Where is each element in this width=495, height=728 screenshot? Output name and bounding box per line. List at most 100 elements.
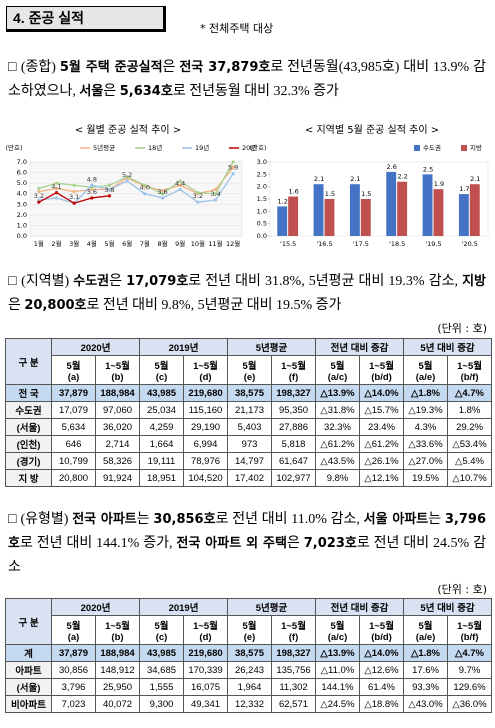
- text-run: 는: [136, 512, 154, 527]
- sub-header: 1~5월 (d): [183, 355, 228, 385]
- row-label: 아파트: [5, 661, 52, 679]
- sub-header-text: (a/e): [415, 631, 436, 643]
- cell: 6,994: [183, 435, 228, 453]
- unit: (단위 : 호): [437, 583, 487, 596]
- cell: △4.7%: [447, 384, 493, 402]
- cell: 19,111: [139, 452, 184, 470]
- text-run: 30,856호: [153, 512, 216, 527]
- data-point: [178, 187, 182, 192]
- x-tick-label: 4월: [87, 239, 97, 248]
- data-label: 4.0: [140, 184, 150, 192]
- data-label: 4.1: [51, 183, 61, 191]
- sub-header: 5월 (a/c): [315, 615, 361, 645]
- data-label: 3.4: [210, 190, 220, 198]
- y-tick-label: 2.0: [257, 183, 267, 191]
- cell: 646: [51, 435, 96, 453]
- row-label: (인천): [5, 435, 52, 453]
- cell: 58,326: [95, 452, 140, 470]
- series-line: [38, 173, 234, 204]
- cell: 5,634: [51, 418, 96, 436]
- data-row: (서울) 5,634 36,020 4,259 29,190 5,403 27,886 32.…: [5, 418, 493, 436]
- data-point: [54, 196, 59, 200]
- sub-header-text: (e): [243, 631, 256, 643]
- text-run: 로 전년 대비 9.8%, 5년평균 대비 19.5% 증가: [86, 298, 342, 313]
- sub-header-text: (a/c): [327, 371, 348, 383]
- data-point: [107, 187, 112, 192]
- x-tick-label: 7월: [140, 239, 150, 248]
- sub-header: 1~5월 (b): [95, 355, 140, 385]
- bar: [386, 171, 397, 236]
- cell: 9,300: [139, 695, 184, 713]
- cell: 19.5%: [403, 469, 449, 487]
- cell: 95,350: [270, 401, 317, 419]
- legend-swatch: [461, 145, 467, 151]
- x-tick-label: 10월: [191, 239, 205, 248]
- group-header: 2020년: [51, 598, 140, 616]
- sub-header-text: (e): [243, 371, 256, 383]
- sub-header-text: 5월: [66, 360, 81, 372]
- text-run: 7,023호: [303, 536, 357, 551]
- data-point: [213, 187, 218, 192]
- text-run: 로 전년 대비 31.8%, 5년평균 대비 19.3% 감소,: [188, 274, 463, 289]
- cell: 4.3%: [403, 418, 449, 436]
- cell: △14.0%: [359, 384, 405, 402]
- table: 구 분 2020년 2019년 5년평균 전년 대비 증감 5년 대비 증감 5월 (a) 1~…: [5, 338, 493, 487]
- x-tick-label: '18.5: [389, 240, 405, 248]
- cell: 198,327: [270, 384, 317, 402]
- cell: 5,403: [227, 418, 272, 436]
- x-tick-label: '16.5: [316, 240, 332, 248]
- row-label: 전 국: [5, 384, 52, 402]
- cell: 219,680: [183, 644, 228, 662]
- unit: (단위 : 호): [437, 322, 487, 335]
- cell: 23.4%: [359, 418, 405, 436]
- cell: 17.6%: [403, 661, 449, 679]
- y-tick-label: 6.0: [17, 169, 27, 177]
- section-title: 4. 준공 실적: [6, 6, 166, 32]
- cell: △5.4%: [447, 452, 493, 470]
- table: 구 분 2020년 2019년 5년평균 전년 대비 증감 5년 대비 증감 5월 (a) 1~…: [5, 598, 493, 713]
- cell: △12.6%: [359, 661, 405, 679]
- data-point: [231, 165, 235, 169]
- bar: [277, 206, 288, 236]
- cell: 115,160: [183, 401, 228, 419]
- sub-header: 1~5월 (f): [270, 615, 317, 645]
- sub-header: 5월 (e): [227, 355, 272, 385]
- data-point: [125, 179, 129, 183]
- sub-header-text: 5월: [242, 360, 257, 372]
- cell: 7,023: [51, 695, 96, 713]
- cell: 49,341: [183, 695, 228, 713]
- data-label: 1.7: [459, 185, 469, 193]
- data-point: [143, 192, 147, 196]
- cell: △27.0%: [403, 452, 449, 470]
- x-tick-label: 1월: [34, 239, 44, 248]
- data-row: 아파트 30,856 148,912 34,685 170,339 26,243 135,7…: [5, 661, 493, 679]
- cell: 38,575: [227, 644, 272, 662]
- cell: 129.6%: [447, 678, 493, 696]
- x-tick-label: '17.5: [353, 240, 369, 248]
- sub-header-text: (b/d): [371, 371, 392, 383]
- bar: [349, 184, 360, 236]
- cell: △4.7%: [447, 644, 493, 662]
- cell: 21,173: [227, 401, 272, 419]
- row-label: 지 방: [5, 469, 52, 487]
- cell: 43,985: [139, 384, 184, 402]
- text-run: 전국 아파트 외 주택: [176, 536, 287, 551]
- x-tick-label: '19.5: [425, 240, 441, 248]
- data-label: 3.6: [87, 188, 97, 196]
- x-tick-label: 5월: [104, 239, 114, 248]
- sub-header: 1~5월 (b): [95, 615, 140, 645]
- data-label: 3.1: [69, 193, 79, 201]
- sub-header-text: (d): [199, 371, 212, 383]
- data-point: [54, 181, 59, 185]
- cell: 198,327: [270, 644, 317, 662]
- data-point: [231, 172, 235, 176]
- series-line: [38, 161, 234, 195]
- cell: 26,243: [227, 661, 272, 679]
- data-point: [125, 175, 129, 179]
- text-run: 는: [428, 512, 445, 527]
- sub-header-text: 5월: [418, 360, 433, 372]
- cell: 25,950: [95, 678, 140, 696]
- data-row: 계 37,879 188,984 43,985 219,680 38,575 198,327…: [5, 644, 493, 662]
- text-run: 로 전년동월(43,985호) 대비 13.9% 감소하였으나,: [8, 60, 486, 99]
- sub-header-text: (d): [199, 631, 212, 643]
